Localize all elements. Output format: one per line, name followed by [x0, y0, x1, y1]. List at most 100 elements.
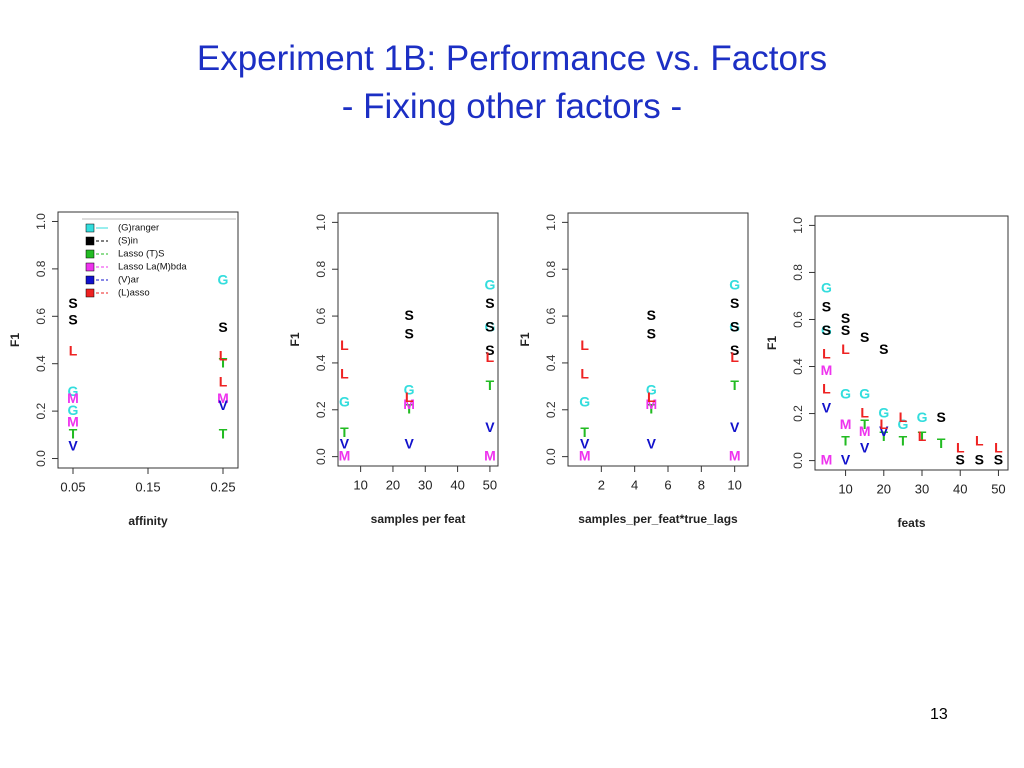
point-marker: L	[486, 349, 495, 365]
y-axis-label: F1	[518, 332, 532, 346]
point-marker: L	[822, 345, 831, 361]
point-marker: M	[403, 396, 415, 412]
point-marker: T	[219, 354, 228, 370]
point-marker: S	[822, 322, 831, 338]
point-marker: S	[860, 329, 869, 345]
point-marker: L	[918, 428, 927, 444]
y-tick-label: 1.0	[34, 213, 48, 230]
point-marker: L	[822, 381, 831, 397]
x-axis-label: affinity	[128, 514, 168, 528]
y-tick-label: 0.4	[544, 354, 558, 371]
point-marker: L	[899, 409, 908, 425]
x-tick-label: 40	[953, 481, 967, 496]
legend-swatch	[85, 275, 95, 285]
point-marker: M	[339, 447, 351, 463]
point-marker: S	[975, 451, 984, 467]
x-tick-label: 6	[664, 477, 671, 492]
point-marker: T	[580, 424, 589, 440]
y-axis-label: F1	[765, 336, 779, 350]
legend-label: (V)ar	[118, 275, 139, 286]
x-axis-label: feats	[897, 516, 925, 530]
point-marker: T	[647, 400, 656, 416]
y-tick-label: 0.4	[34, 355, 48, 372]
point-marker: S	[218, 319, 227, 335]
point-marker: L	[647, 389, 656, 405]
y-tick-label: 0.4	[791, 358, 805, 375]
point-marker: S	[730, 295, 739, 311]
legend-swatch	[85, 223, 95, 233]
x-tick-label: 50	[991, 481, 1005, 496]
point-marker: S	[956, 451, 965, 467]
legend-swatch	[85, 288, 95, 298]
y-axis-label: F1	[288, 332, 302, 346]
point-marker: T	[486, 377, 495, 393]
point-marker: M	[217, 390, 229, 406]
x-tick-label: 2	[598, 477, 605, 492]
y-tick-label: 0.2	[34, 402, 48, 419]
point-marker: G	[821, 280, 832, 296]
slide-subtitle: - Fixing other factors -	[341, 87, 683, 126]
x-tick-label: 40	[450, 477, 464, 492]
point-marker: S	[822, 298, 831, 314]
point-marker: G	[68, 402, 79, 418]
y-tick-label: 0.2	[314, 401, 328, 418]
point-marker: G	[729, 276, 740, 292]
y-tick-label: 0.0	[34, 450, 48, 467]
point-marker: L	[860, 404, 869, 420]
point-marker: S	[404, 326, 413, 342]
point-marker: M	[67, 414, 79, 430]
point-marker: V	[218, 397, 228, 413]
point-marker: G	[897, 416, 908, 432]
point-marker: G	[484, 318, 495, 334]
point-marker: G	[646, 382, 657, 398]
x-tick-label: 8	[698, 477, 705, 492]
point-marker: V	[841, 451, 851, 467]
y-tick-label: 0.6	[314, 307, 328, 324]
point-marker: M	[729, 447, 741, 463]
x-tick-label: 4	[631, 477, 638, 492]
point-marker: S	[485, 295, 494, 311]
y-tick-label: 0.6	[34, 308, 48, 325]
point-marker: T	[219, 426, 228, 442]
x-tick-label: 30	[418, 477, 432, 492]
point-marker: T	[841, 432, 850, 448]
point-marker: S	[730, 342, 739, 358]
point-marker: L	[730, 349, 739, 365]
point-marker: G	[579, 393, 590, 409]
point-marker: S	[485, 318, 494, 334]
point-marker: L	[340, 365, 349, 381]
y-tick-label: 0.0	[791, 452, 805, 469]
point-marker: T	[69, 426, 78, 442]
y-tick-label: 0.8	[34, 260, 48, 277]
point-marker: T	[340, 424, 349, 440]
point-marker: G	[68, 383, 79, 399]
legend-label: Lasso La(M)bda	[118, 262, 187, 273]
point-marker: S	[994, 451, 1003, 467]
y-tick-label: 1.0	[791, 217, 805, 234]
point-marker: S	[68, 295, 77, 311]
point-marker: L	[340, 337, 349, 353]
point-marker: L	[219, 347, 228, 363]
point-marker: V	[860, 440, 870, 456]
point-marker: M	[859, 423, 871, 439]
plot-frame	[814, 215, 1009, 471]
point-marker: M	[67, 390, 79, 406]
y-tick-label: 0.0	[544, 448, 558, 465]
point-marker: S	[485, 342, 494, 358]
point-marker: T	[918, 428, 927, 444]
legend-swatch	[85, 236, 95, 246]
y-tick-label: 0.0	[314, 448, 328, 465]
point-marker: V	[879, 423, 889, 439]
y-tick-label: 0.8	[314, 261, 328, 278]
legend-label: (S)in	[118, 236, 138, 247]
legend-label: Lasso (T)S	[118, 249, 164, 260]
point-marker: V	[404, 436, 414, 452]
point-marker: G	[917, 409, 928, 425]
point-marker: S	[841, 310, 850, 326]
point-marker: V	[68, 437, 78, 453]
slide-title: Experiment 1B: Performance vs. Factors	[196, 39, 828, 78]
point-marker: L	[405, 389, 414, 405]
point-marker: S	[936, 409, 945, 425]
x-tick-label: 50	[483, 477, 497, 492]
